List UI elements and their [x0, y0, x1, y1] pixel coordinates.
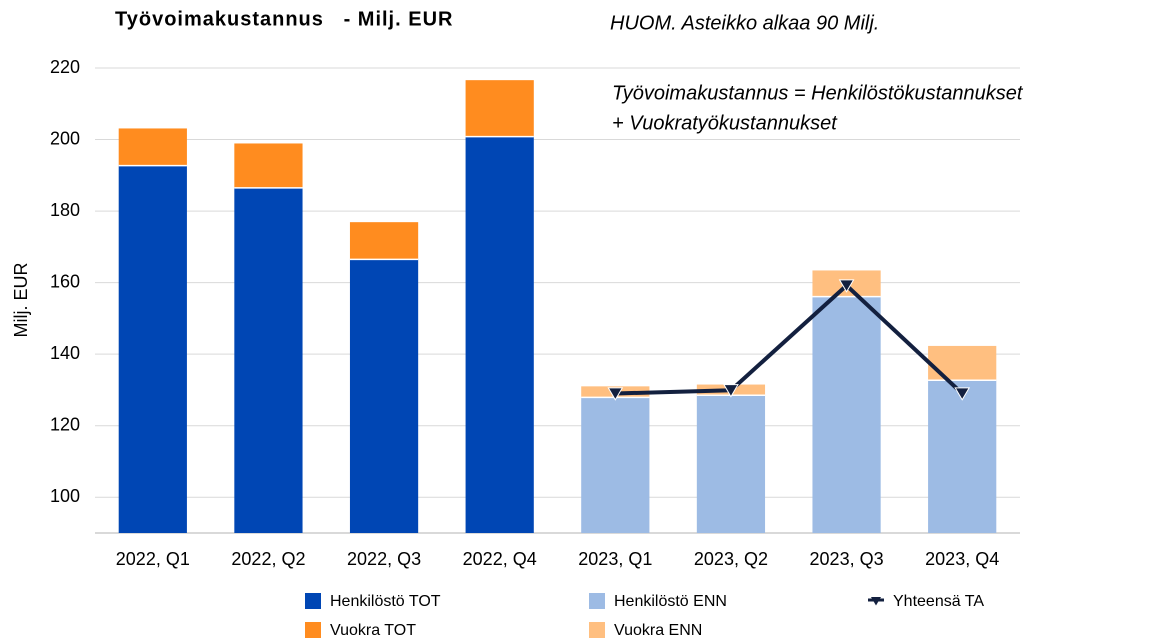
bar [465, 80, 534, 137]
line [615, 282, 964, 396]
x-tick-label: 2023, Q2 [694, 549, 768, 569]
line-marker [838, 279, 855, 293]
bar [812, 296, 881, 533]
bar [928, 345, 997, 381]
y-tick-label: 120 [50, 414, 80, 434]
x-tick-label: 2023, Q4 [925, 549, 999, 569]
x-tick-label: 2022, Q3 [347, 549, 421, 569]
bar [581, 397, 650, 533]
bar [928, 380, 997, 533]
line-marker [607, 387, 624, 401]
line-marker [723, 384, 739, 398]
annotation: Työvoimakustannus = Henkilöstökustannuks… [612, 82, 1024, 104]
bar [234, 143, 303, 188]
y-tick-label: 180 [50, 200, 80, 220]
bar [234, 187, 303, 534]
legend-label: Vuokra ENN [614, 622, 702, 639]
bar [118, 165, 187, 533]
x-tick-label: 2022, Q4 [463, 549, 537, 569]
y-axis-label: Milj. EUR [11, 263, 31, 338]
bar [696, 395, 766, 533]
legend-label: Yhteensä TA [893, 593, 984, 610]
legend-swatch [305, 622, 321, 638]
legend-label: Vuokra TOT [330, 622, 416, 639]
legend-swatch [305, 593, 321, 609]
legend-swatch [589, 622, 605, 638]
legend-marker [871, 597, 881, 606]
chart-title: Työvoimakustannus - Milj. EUR [115, 8, 453, 30]
y-tick-label: 160 [50, 271, 80, 291]
legend-label: Henkilöstö ENN [614, 593, 727, 610]
y-tick-label: 220 [50, 57, 80, 77]
bar [349, 259, 419, 533]
legend-swatch [589, 593, 605, 609]
x-tick-label: 2023, Q1 [578, 549, 652, 569]
line-marker [954, 387, 971, 401]
bar [465, 136, 534, 533]
x-tick-label: 2023, Q3 [810, 549, 884, 569]
annotation: + Vuokratyökustannukset [612, 112, 838, 134]
x-tick-label: 2022, Q1 [116, 549, 190, 569]
bar [118, 128, 187, 166]
y-tick-label: 140 [50, 343, 80, 363]
legend-label: Henkilöstö TOT [330, 593, 441, 610]
y-tick-label: 100 [50, 486, 80, 506]
annotation: HUOM. Asteikko alkaa 90 Milj. [610, 12, 879, 34]
x-tick-label: 2022, Q2 [231, 549, 305, 569]
bar [349, 222, 419, 260]
y-tick-label: 200 [50, 128, 80, 148]
